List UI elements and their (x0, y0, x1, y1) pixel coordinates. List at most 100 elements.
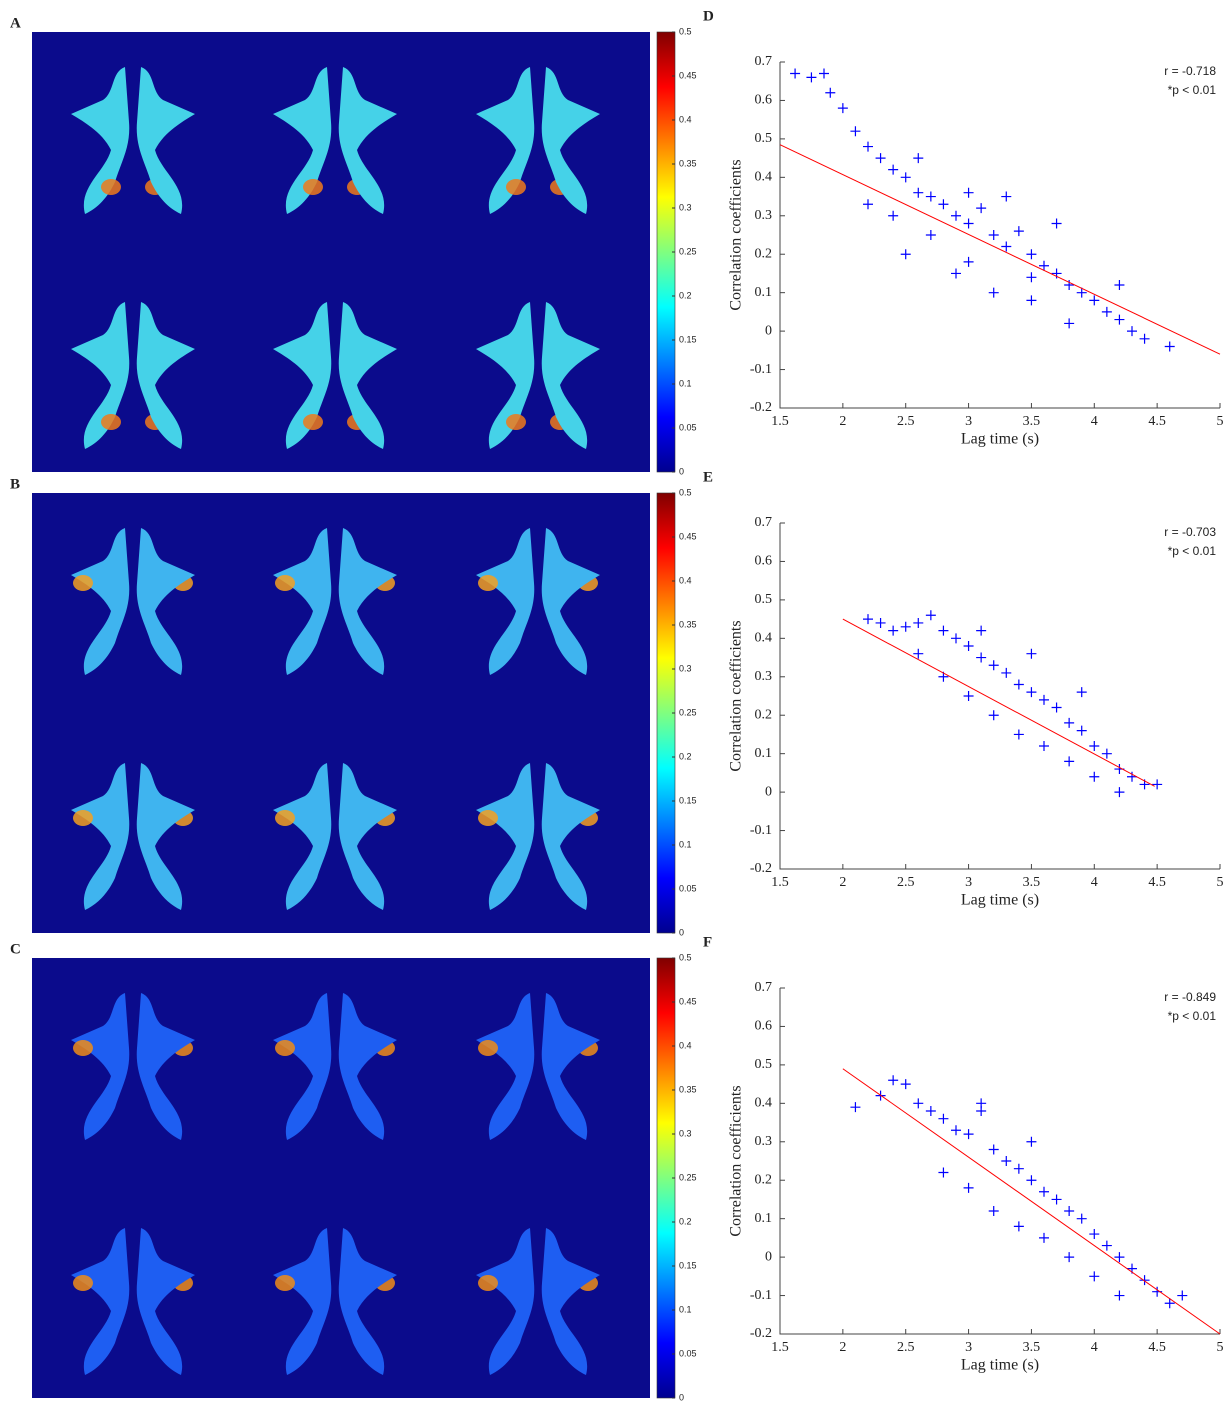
colorbar-tick-label: 0.2 (679, 751, 692, 761)
brain-lobe (71, 1228, 130, 1375)
panel-label: F (703, 934, 712, 950)
colorbar-tick-label: 0.45 (679, 531, 697, 541)
brain-lobe (273, 302, 332, 449)
colorbar-tick-label: 0.5 (679, 487, 692, 497)
scatter-point (1039, 1186, 1049, 1197)
y-tick-label: 0.1 (755, 746, 773, 761)
x-tick-label: 2 (839, 1340, 846, 1355)
scatter-point (850, 126, 861, 137)
scatter-point (1001, 191, 1012, 202)
annotation: *p < 0.01 (1168, 1009, 1217, 1023)
colorbar-tick-label: 0 (679, 927, 684, 937)
scatter-point (1001, 667, 1012, 678)
scatter-point (900, 621, 911, 632)
brain-lobe (136, 1228, 195, 1375)
y-tick-label: 0.5 (755, 592, 773, 607)
brain-slice (476, 993, 600, 1140)
x-tick-label: 2 (839, 875, 846, 890)
scatter-point (1114, 314, 1125, 325)
scatter-point (1026, 648, 1037, 659)
scatter-point (913, 648, 924, 659)
scatter-point (1139, 333, 1150, 344)
scatter-point (976, 625, 987, 636)
brain-lobe (541, 1228, 600, 1375)
panel-label: A (10, 15, 21, 31)
brain-lobe (136, 67, 195, 214)
annotation: r = -0.703 (1164, 525, 1216, 539)
scatter-point (938, 1167, 949, 1178)
scatter-point (963, 1182, 974, 1193)
scatter-point (1051, 268, 1062, 279)
brain-lobe (476, 763, 535, 910)
brain-slice (476, 67, 600, 214)
brain-lobe (476, 1228, 535, 1375)
annotation: *p < 0.01 (1168, 544, 1217, 558)
scatter-point (963, 187, 974, 198)
x-tick-label: 2 (839, 414, 846, 429)
colorbar-tick-label: 0.5 (679, 26, 692, 36)
scatter-point (819, 68, 829, 79)
scatter-point (988, 230, 999, 240)
brain-lobe (71, 763, 130, 910)
fit-line (842, 1068, 1221, 1335)
scatter-point (850, 1102, 861, 1113)
scatter-point (1001, 241, 1012, 252)
scatter-point (863, 141, 873, 152)
y-tick-label: -0.2 (750, 400, 772, 415)
x-axis-label: Lag time (s) (961, 892, 1039, 909)
brain-lobe (338, 67, 397, 214)
scatter-point (1089, 1271, 1100, 1282)
scatter-point (1026, 272, 1037, 283)
scatter-point (1164, 1298, 1175, 1309)
brain-lobe (273, 67, 332, 214)
y-tick-label: 0.2 (755, 707, 773, 722)
scatter-point (963, 691, 974, 701)
y-tick-label: 0.7 (755, 980, 773, 995)
axis-frame (779, 988, 1220, 1335)
scatter-point (963, 641, 974, 652)
brain-hotspot (275, 810, 295, 826)
y-tick-label: 0.6 (755, 1019, 773, 1034)
scatter-point (925, 230, 936, 240)
scatter-point (951, 1125, 961, 1136)
colorbar-tick-label: 0.05 (679, 1348, 697, 1358)
scatter-point (925, 1106, 936, 1117)
x-axis-label: Lag time (s) (961, 431, 1039, 448)
scatter-point (1026, 687, 1037, 698)
scatter-point (938, 199, 949, 210)
x-tick-label: 5 (1217, 875, 1224, 890)
scatter-point (925, 191, 936, 202)
scatter-point (963, 1129, 974, 1140)
brain-lobe (338, 993, 397, 1140)
brain-hotspot (73, 1040, 93, 1056)
y-tick-label: 0.3 (755, 669, 773, 684)
brain-slice (273, 763, 397, 910)
brain-lobe (71, 528, 130, 675)
scatter-point (1051, 702, 1062, 713)
scatter-point (1064, 717, 1075, 728)
brain-lobe (476, 993, 535, 1140)
y-tick-label: 0.7 (755, 515, 773, 530)
brain-hotspot (275, 1275, 295, 1291)
x-tick-label: 4.5 (1148, 414, 1166, 429)
brain-lobe (273, 763, 332, 910)
scatter-point (1026, 1136, 1037, 1147)
x-tick-label: 3.5 (1023, 875, 1041, 890)
scatter-point (825, 87, 836, 98)
x-tick-label: 3 (965, 1340, 972, 1355)
colorbar-tick-label: 0 (679, 466, 684, 476)
scatter-point (913, 153, 924, 164)
x-tick-label: 1.5 (771, 875, 789, 890)
brain-slice (273, 1228, 397, 1375)
scatter-point (951, 268, 961, 279)
brain-hotspot (303, 179, 323, 195)
x-tick-label: 1.5 (771, 1340, 789, 1355)
x-tick-label: 2.5 (897, 875, 915, 890)
brain-lobe (71, 67, 130, 214)
brain-slice (273, 528, 397, 675)
colorbar-tick-label: 0.5 (679, 952, 692, 962)
fit-line (842, 618, 1155, 787)
y-tick-label: 0 (765, 323, 772, 338)
y-tick-label: 0 (765, 1249, 772, 1264)
brain-slice (71, 67, 195, 214)
